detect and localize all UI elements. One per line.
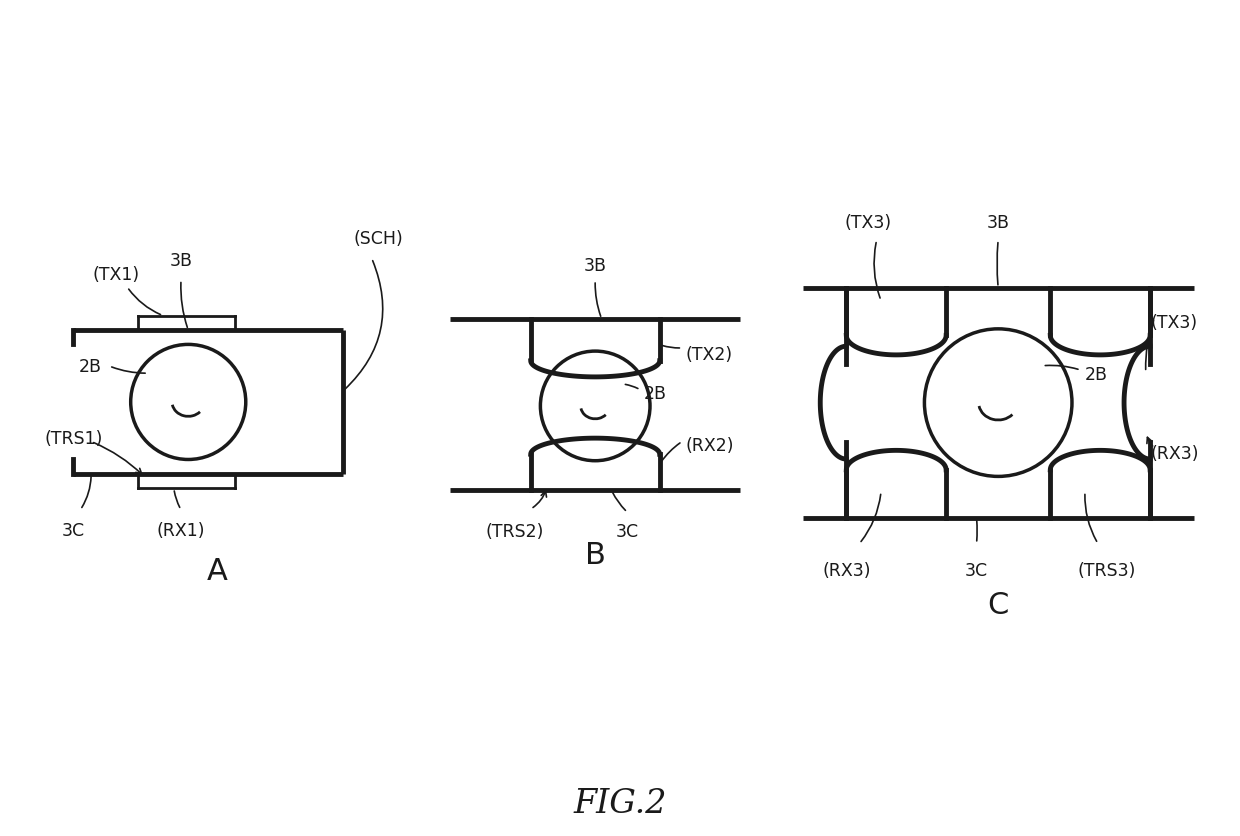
Text: (TRS2): (TRS2) (485, 522, 544, 540)
Text: (SCH): (SCH) (353, 230, 404, 248)
Text: B: B (585, 540, 605, 569)
Text: (TX1): (TX1) (93, 266, 140, 284)
Text: 3B: 3B (584, 257, 606, 274)
Text: 2B: 2B (1085, 366, 1109, 384)
Text: FIG.2: FIG.2 (573, 787, 667, 818)
Text: 3C: 3C (62, 521, 84, 539)
Text: A: A (207, 557, 227, 586)
Text: (RX3): (RX3) (822, 561, 870, 579)
Text: 3B: 3B (987, 214, 1009, 232)
Text: 3B: 3B (170, 252, 192, 269)
Text: (RX2): (RX2) (686, 436, 734, 454)
Text: (TX2): (TX2) (686, 346, 733, 364)
Text: 2B: 2B (79, 358, 102, 375)
Text: (TRS1): (TRS1) (45, 430, 103, 447)
Text: (RX1): (RX1) (156, 521, 206, 539)
Text: 3C: 3C (616, 522, 639, 540)
Text: (RX3): (RX3) (1151, 444, 1199, 462)
Text: C: C (987, 590, 1009, 619)
Text: 3C: 3C (965, 561, 988, 579)
Text: (TX3): (TX3) (844, 214, 892, 232)
Text: (TX3): (TX3) (1151, 314, 1198, 332)
Text: 2B: 2B (644, 385, 667, 402)
Text: (TRS3): (TRS3) (1078, 561, 1136, 579)
